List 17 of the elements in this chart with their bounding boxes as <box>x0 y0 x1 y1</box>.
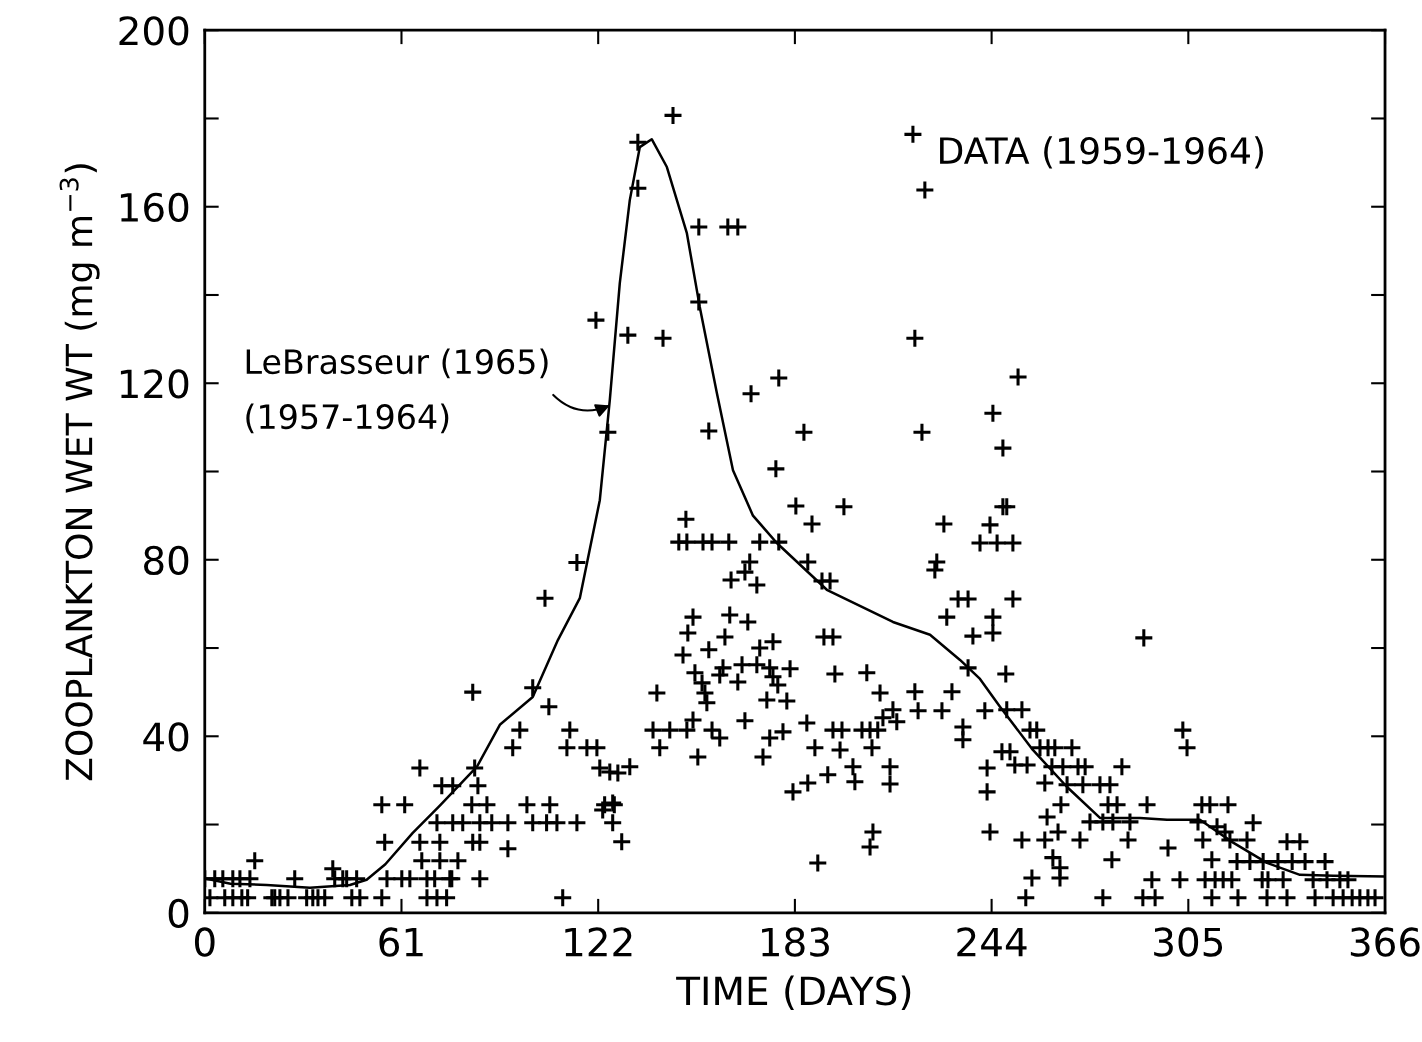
x-tick-label: 305 <box>1154 927 1223 957</box>
y-tick-label: 160 <box>120 192 189 223</box>
x-axis-title: TIME (DAYS) <box>676 975 911 1011</box>
annotation: LeBrasseur (1965) (1957-1964) <box>246 348 548 434</box>
y-tick-label: 0 <box>168 898 189 929</box>
y-tick-label: 200 <box>119 16 189 46</box>
y-tick-label: 40 <box>143 722 189 752</box>
y-tick-label: 80 <box>144 545 189 576</box>
x-tick-label: 366 <box>1350 927 1420 957</box>
x-tick-label: 0 <box>194 927 215 957</box>
x-tick-label: 122 <box>565 927 632 957</box>
x-tick-label: 183 <box>762 927 829 957</box>
series-label: DATA (1959-1964) <box>940 136 1263 169</box>
x-tick-label: 244 <box>957 927 1027 957</box>
y-axis-title: ZOOPLANKTON WET WT (mg m$^{−3}$) <box>59 164 100 781</box>
x-tick-label: 61 <box>379 927 423 957</box>
y-tick-label: 120 <box>120 369 189 399</box>
